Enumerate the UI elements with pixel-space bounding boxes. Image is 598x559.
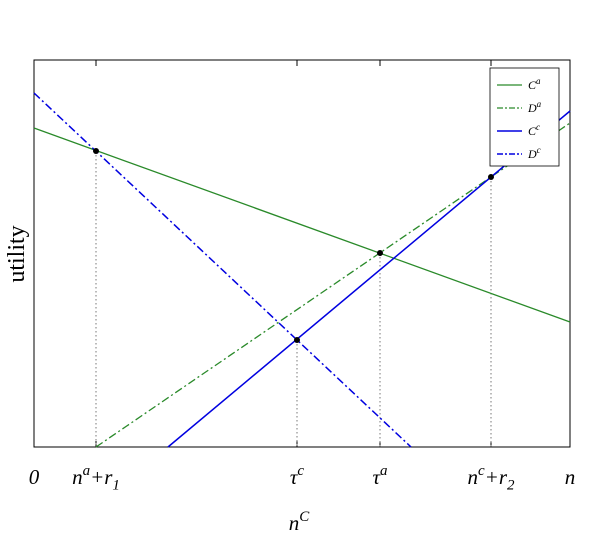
x-tick-label: τa: [372, 463, 387, 489]
plot-frame: [33, 59, 571, 448]
line-cc: [167, 110, 571, 448]
x-tick-label: nc+r2: [467, 463, 515, 493]
legend-label-base: C: [528, 124, 537, 138]
x-tick-label-sup: c: [478, 463, 485, 479]
legend: [489, 67, 560, 167]
x-tick-label-sup: a: [380, 463, 388, 479]
x-axis-label: nC: [289, 509, 311, 535]
x-tick-label-sup: c: [297, 463, 304, 479]
legend-label: Dc: [527, 145, 541, 161]
x-tick-label-sub: 2: [507, 477, 515, 493]
x-tick-label-base: n: [467, 465, 478, 489]
legend-label-base: D: [527, 147, 537, 161]
x-tick-label-sub: 1: [112, 477, 120, 493]
intersections: [93, 148, 494, 343]
legend-label-base: C: [528, 78, 537, 92]
x-tick-label-base: n: [565, 465, 576, 489]
x-tick-label-mid: +r: [90, 465, 113, 489]
x-axis-label-base: n: [289, 511, 300, 535]
x-tick-label-base: τ: [372, 465, 381, 489]
y-axis-label: utility: [4, 225, 30, 282]
line-ca: [33, 127, 571, 323]
legend-label: Ca: [528, 76, 541, 92]
legend-label-base: D: [527, 101, 537, 115]
x-axis-label-sup: C: [299, 509, 310, 525]
x-tick-label: τc: [290, 463, 305, 489]
legend-label: Cc: [528, 122, 540, 138]
legend-label-sup: c: [537, 145, 541, 155]
legend-label-sup: a: [537, 99, 542, 109]
drop-lines: [95, 151, 492, 447]
x-tick-label: n: [565, 465, 576, 489]
x-tick-label: na+r1: [72, 463, 120, 493]
x-tick-label-mid: +r: [485, 465, 508, 489]
legend-label-sup: c: [536, 122, 540, 132]
legend-label-sup: a: [536, 76, 541, 86]
x-tick-label: 0: [29, 465, 40, 489]
x-tick-label-base: 0: [29, 465, 40, 489]
legend-label: Da: [527, 99, 542, 115]
x-tick-label-sup: a: [83, 463, 91, 479]
x-tick-label-base: τ: [290, 465, 299, 489]
x-tick-label-base: n: [72, 465, 83, 489]
